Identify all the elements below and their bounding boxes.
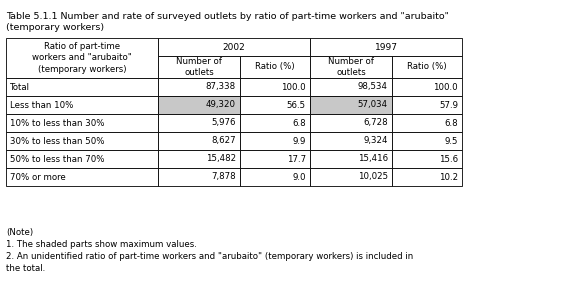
Bar: [6, 132, 158, 150]
Text: 7,878: 7,878: [212, 172, 236, 181]
Text: 10,025: 10,025: [358, 172, 388, 181]
Bar: [158, 56, 240, 78]
Bar: [392, 150, 462, 168]
Bar: [310, 78, 392, 96]
Text: 1997: 1997: [374, 42, 397, 52]
Bar: [310, 132, 392, 150]
Text: 87,338: 87,338: [206, 82, 236, 92]
Text: 8,627: 8,627: [212, 136, 236, 145]
Text: Ratio (%): Ratio (%): [255, 62, 295, 72]
Text: 57,034: 57,034: [358, 101, 388, 109]
Text: 100.0: 100.0: [281, 82, 306, 92]
Text: (Note): (Note): [6, 228, 33, 237]
Text: Less than 10%: Less than 10%: [10, 101, 73, 109]
Bar: [240, 150, 310, 168]
Bar: [6, 150, 158, 168]
Text: 5,976: 5,976: [212, 118, 236, 128]
Text: 6.8: 6.8: [292, 118, 306, 128]
Text: 9,324: 9,324: [363, 136, 388, 145]
Bar: [6, 168, 158, 186]
Bar: [392, 114, 462, 132]
Text: 15.6: 15.6: [439, 155, 458, 164]
Text: 2. An unidentified ratio of part-time workers and "arubaito" (temporary workers): 2. An unidentified ratio of part-time wo…: [6, 252, 413, 261]
Bar: [158, 78, 240, 96]
Bar: [240, 78, 310, 96]
Text: Number of
outlets: Number of outlets: [176, 57, 222, 77]
Text: 57.9: 57.9: [439, 101, 458, 109]
Bar: [392, 168, 462, 186]
Bar: [6, 78, 158, 96]
Text: 17.7: 17.7: [287, 155, 306, 164]
Bar: [310, 38, 462, 56]
Text: 9.0: 9.0: [292, 172, 306, 181]
Bar: [310, 150, 392, 168]
Text: 30% to less than 50%: 30% to less than 50%: [10, 136, 104, 145]
Bar: [158, 96, 240, 114]
Text: 15,482: 15,482: [206, 155, 236, 164]
Bar: [240, 132, 310, 150]
Bar: [158, 114, 240, 132]
Text: 50% to less than 70%: 50% to less than 70%: [10, 155, 104, 164]
Text: 49,320: 49,320: [206, 101, 236, 109]
Text: 9.5: 9.5: [445, 136, 458, 145]
Text: 98,534: 98,534: [358, 82, 388, 92]
Text: 15,416: 15,416: [358, 155, 388, 164]
Text: 2002: 2002: [223, 42, 246, 52]
Bar: [310, 56, 392, 78]
Bar: [392, 78, 462, 96]
Text: 100.0: 100.0: [434, 82, 458, 92]
Bar: [6, 96, 158, 114]
Bar: [158, 38, 310, 56]
Text: 6.8: 6.8: [444, 118, 458, 128]
Bar: [310, 96, 392, 114]
Bar: [310, 168, 392, 186]
Bar: [392, 132, 462, 150]
Text: 6,728: 6,728: [363, 118, 388, 128]
Text: Ratio of part-time
workers and "arubaito"
(temporary workers): Ratio of part-time workers and "arubaito…: [32, 42, 132, 74]
Bar: [240, 168, 310, 186]
Bar: [240, 56, 310, 78]
Text: Total: Total: [10, 82, 30, 92]
Text: 70% or more: 70% or more: [10, 172, 66, 181]
Bar: [6, 114, 158, 132]
Bar: [158, 150, 240, 168]
Text: Ratio (%): Ratio (%): [407, 62, 447, 72]
Text: 10% to less than 30%: 10% to less than 30%: [10, 118, 104, 128]
Bar: [240, 114, 310, 132]
Bar: [158, 168, 240, 186]
Bar: [310, 114, 392, 132]
Text: the total.: the total.: [6, 264, 45, 273]
Bar: [392, 96, 462, 114]
Text: 1. The shaded parts show maximum values.: 1. The shaded parts show maximum values.: [6, 240, 197, 249]
Bar: [392, 56, 462, 78]
Bar: [6, 38, 158, 78]
Text: Number of
outlets: Number of outlets: [328, 57, 374, 77]
Text: Table 5.1.1 Number and rate of surveyed outlets by ratio of part-time workers an: Table 5.1.1 Number and rate of surveyed …: [6, 12, 449, 21]
Text: 56.5: 56.5: [287, 101, 306, 109]
Text: 9.9: 9.9: [292, 136, 306, 145]
Bar: [240, 96, 310, 114]
Text: 10.2: 10.2: [439, 172, 458, 181]
Text: (temporary workers): (temporary workers): [6, 23, 104, 32]
Bar: [158, 132, 240, 150]
